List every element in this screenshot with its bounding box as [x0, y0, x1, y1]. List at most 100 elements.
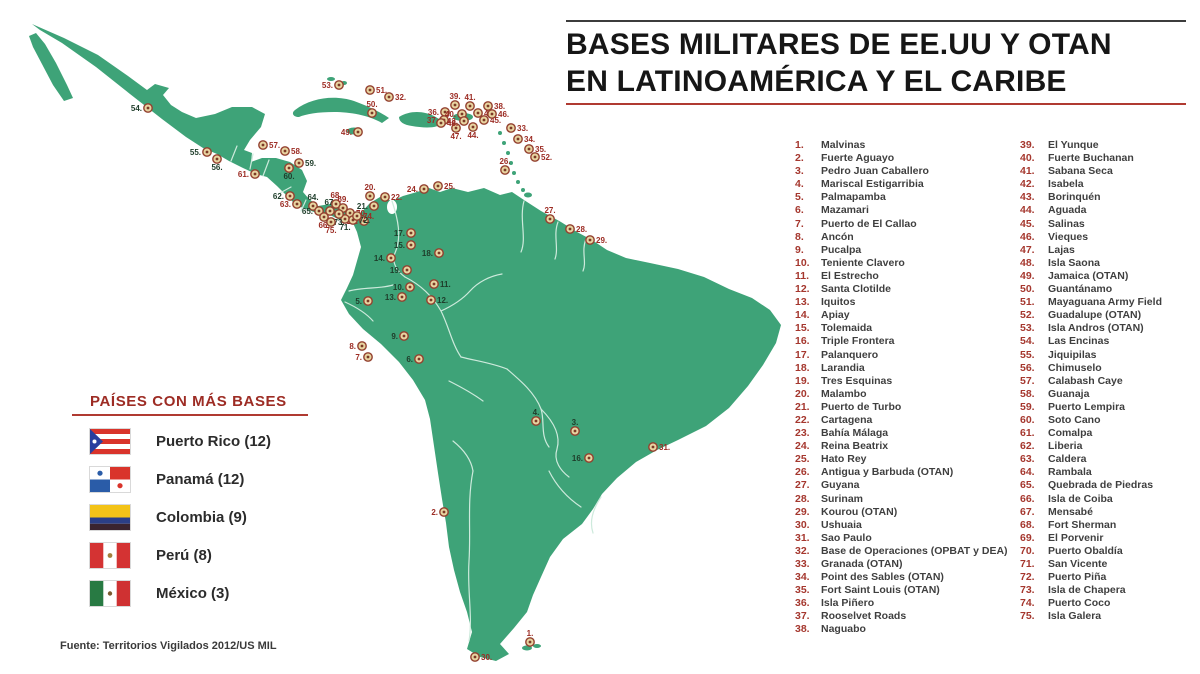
base-marker: 20.: [364, 183, 376, 201]
base-marker: 29.: [585, 235, 607, 245]
base-marker-number: 26.: [499, 157, 510, 166]
base-number: 53.: [1020, 322, 1035, 335]
base-marker-number: 17.: [394, 229, 405, 238]
base-list-item: 7. Puerto de El Callao: [795, 218, 1020, 231]
base-name: Malvinas: [821, 139, 866, 151]
flag-puerto-rico-icon: [90, 429, 130, 454]
base-number: 39.: [1020, 139, 1035, 151]
base-name: Antigua y Barbuda (OTAN): [821, 466, 954, 479]
base-marker-number: 18.: [422, 249, 433, 258]
base-marker-number: 71.: [339, 223, 350, 232]
base-number: 12.: [795, 283, 810, 296]
base-list-item: 17. Palanquero: [795, 349, 1020, 362]
base-marker-number: 2.: [431, 508, 438, 517]
base-marker: 50.: [366, 100, 378, 118]
base-list-item: 13. Iquitos: [795, 296, 1020, 309]
base-list-item: 10. Teniente Clavero: [795, 257, 1020, 270]
base-marker: 21.: [357, 201, 379, 211]
base-list-item: 45. Salinas: [1020, 218, 1198, 231]
base-number: 31.: [795, 531, 810, 544]
base-list-item: 42. Isabela: [1020, 178, 1198, 191]
base-name: Base de Operaciones (OPBAT y DEA): [821, 544, 1008, 557]
base-name: Ancón: [821, 230, 854, 243]
base-list-item: 36. Isla Piñero: [795, 597, 1020, 610]
title-top-rule: [566, 20, 1186, 22]
base-marker: 33.: [506, 123, 528, 133]
base-name: Tolemaida: [821, 322, 873, 335]
base-list-item: 40. Fuerte Buchanan: [1020, 152, 1198, 165]
base-list-item: 62. Liberia: [1020, 440, 1198, 453]
base-name: Palmapamba: [821, 191, 886, 204]
base-marker-number: 75.: [325, 226, 336, 235]
base-marker: 6.: [406, 354, 424, 364]
base-name: Puerto de El Callao: [821, 217, 917, 230]
base-number: 68.: [1020, 518, 1035, 531]
base-name: Pucalpa: [821, 243, 862, 256]
base-list-column-2: 39. El Yunque 40. Fuerte Buchanan 41. Sabana …: [1020, 139, 1198, 623]
legend-label: Perú (8): [156, 547, 212, 564]
base-list-item: 69. El Porvenir: [1020, 532, 1198, 545]
base-list-item: 54. Las Encinas: [1020, 335, 1198, 348]
base-marker: 53.: [322, 80, 344, 90]
base-marker: 25.: [433, 181, 455, 191]
base-list-item: 58. Guanaja: [1020, 388, 1198, 401]
base-name: San Vicente: [1048, 558, 1108, 570]
base-number: 23.: [795, 427, 810, 440]
base-marker: 12.: [426, 295, 448, 305]
base-number: 72.: [1020, 571, 1035, 584]
base-marker: 51.: [365, 85, 387, 95]
base-marker-number: 5.: [355, 297, 362, 306]
base-list-item: 59. Puerto Lempira: [1020, 401, 1198, 414]
base-number: 42.: [1020, 178, 1035, 191]
base-list-item: 60. Soto Cano: [1020, 414, 1198, 427]
base-list-item: 37. Rooselvet Roads: [795, 610, 1020, 623]
base-marker: 63.: [280, 199, 302, 209]
base-name: Point des Sables (OTAN): [821, 571, 944, 584]
base-number: 15.: [795, 322, 810, 335]
base-marker: 39.: [449, 92, 461, 110]
base-number: 52.: [1020, 309, 1035, 322]
base-name: Teniente Clavero: [821, 256, 905, 269]
base-name: Guadalupe (OTAN): [1048, 309, 1142, 322]
base-marker: 43.: [447, 116, 469, 126]
base-list-item: 3. Pedro Juan Caballero: [795, 165, 1020, 178]
base-name: Quebrada de Piedras: [1048, 479, 1154, 492]
base-marker-number: 68.: [330, 191, 341, 200]
base-marker-number: 41.: [464, 93, 475, 102]
base-number: 11.: [795, 269, 810, 282]
base-marker-number: 47.: [450, 132, 461, 141]
base-number: 75.: [1020, 610, 1035, 623]
base-name: Mensabé: [1048, 505, 1093, 518]
base-list-item: 41. Sabana Seca: [1020, 165, 1198, 178]
base-list-item: 29. Kourou (OTAN): [795, 506, 1020, 519]
base-name: Las Encinas: [1048, 335, 1110, 348]
base-marker: 11.: [429, 279, 451, 289]
base-name: Surinam: [821, 492, 864, 505]
base-number: 50.: [1020, 283, 1035, 296]
base-list-item: 71. San Vicente: [1020, 558, 1198, 571]
base-marker: 30.: [470, 652, 492, 662]
base-list-item: 9. Pucalpa: [795, 244, 1020, 257]
base-name: Isla Galera: [1048, 610, 1102, 623]
base-name: Soto Cano: [1048, 413, 1101, 426]
base-number: 74.: [1020, 597, 1035, 610]
base-marker-number: 60.: [283, 172, 294, 181]
base-list-item: 73. Isla de Chapera: [1020, 584, 1198, 597]
base-list-item: 22. Cartagena: [795, 414, 1020, 427]
base-number: 64.: [1020, 466, 1035, 479]
base-list-item: 24. Reina Beatrix: [795, 440, 1020, 453]
base-name: Naguabo: [821, 623, 866, 636]
base-number: 19.: [795, 374, 810, 387]
base-list-item: 28. Surinam: [795, 493, 1020, 506]
base-list-item: 30. Ushuaia: [795, 519, 1020, 532]
base-list-item: 16. Triple Frontera: [795, 335, 1020, 348]
base-marker-number: 48.: [447, 119, 458, 128]
base-list-item: 57. Calabash Caye: [1020, 375, 1198, 388]
base-name: Isla de Coiba: [1048, 492, 1113, 505]
base-name: Guantánamo: [1048, 283, 1113, 296]
base-number: 36.: [795, 597, 810, 610]
base-marker-number: 27.: [544, 206, 555, 215]
base-number: 71.: [1020, 558, 1035, 570]
base-marker-number: 14.: [374, 254, 385, 263]
